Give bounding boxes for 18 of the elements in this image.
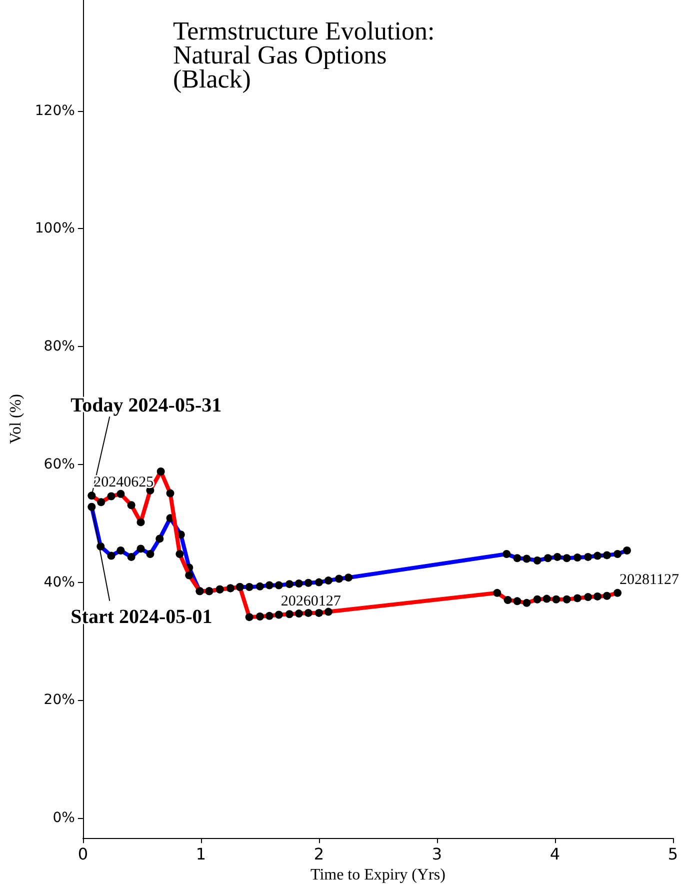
y-tick-label: 40%	[44, 574, 75, 590]
y-axis-title: Vol (%)	[8, 394, 24, 444]
x-tick-label: 4	[550, 844, 560, 864]
y-tick-label: 60%	[44, 456, 75, 472]
y-tick-label: 0%	[52, 810, 75, 826]
x-tick-label: 3	[432, 844, 442, 864]
annotation: 20281127	[620, 572, 680, 588]
y-tick-label: 120%	[34, 102, 75, 119]
x-tick-label: 0	[78, 844, 88, 864]
annotation: 20260127	[280, 594, 342, 610]
y-tick-label: 100%	[34, 220, 75, 237]
y-tick-label: 80%	[44, 338, 75, 355]
x-tick-label: 2	[314, 844, 324, 864]
x-tick-label: 1	[196, 844, 206, 864]
x-axis-title: Time to Expiry (Yrs)	[310, 866, 446, 884]
x-tick-label: 5	[668, 844, 678, 864]
y-tick-label: 20%	[44, 692, 75, 708]
text: Termstructure Evolution: Natural Gas Options (Black)	[173, 16, 435, 94]
